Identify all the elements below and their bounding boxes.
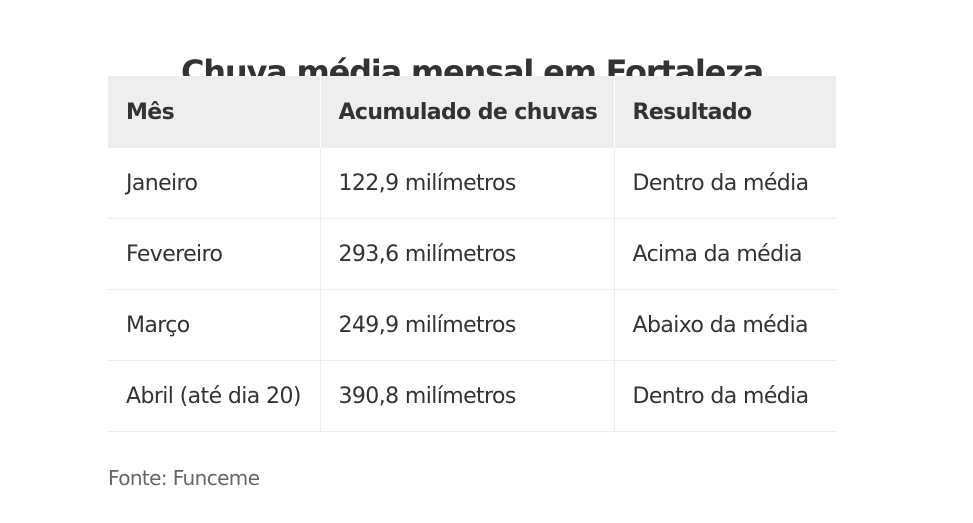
cell-month: Janeiro	[108, 148, 320, 219]
cell-result: Dentro da média	[613, 148, 836, 219]
cell-rainfall: 122,9 milímetros	[319, 148, 614, 219]
cell-rainfall: 293,6 milímetros	[319, 218, 614, 290]
cell-rainfall: 249,9 milímetros	[319, 289, 614, 361]
column-header-rainfall: Acumulado de chuvas	[319, 76, 614, 148]
cell-month: Abril (até dia 20)	[108, 360, 320, 432]
cell-result: Dentro da média	[613, 360, 836, 432]
source-note: Fonte: Funceme	[108, 466, 260, 490]
cell-result: Acima da média	[613, 218, 836, 290]
table-row: Março 249,9 milímetros Abaixo da média	[108, 289, 836, 361]
cell-month: Março	[108, 289, 320, 361]
cell-month: Fevereiro	[108, 218, 320, 290]
rainfall-table: Mês Acumulado de chuvas Resultado Janeir…	[108, 76, 836, 432]
table-body: Janeiro 122,9 milímetros Dentro da média…	[108, 148, 836, 432]
table-row: Fevereiro 293,6 milímetros Acima da médi…	[108, 218, 836, 290]
table-row: Janeiro 122,9 milímetros Dentro da média	[108, 148, 836, 219]
header-row: Mês Acumulado de chuvas Resultado	[108, 76, 836, 148]
column-header-month: Mês	[108, 76, 320, 148]
cell-rainfall: 390,8 milímetros	[319, 360, 614, 432]
cell-result: Abaixo da média	[613, 289, 836, 361]
table-header: Mês Acumulado de chuvas Resultado	[108, 76, 836, 148]
table-row: Abril (até dia 20) 390,8 milímetros Dent…	[108, 360, 836, 432]
column-header-result: Resultado	[613, 76, 836, 148]
